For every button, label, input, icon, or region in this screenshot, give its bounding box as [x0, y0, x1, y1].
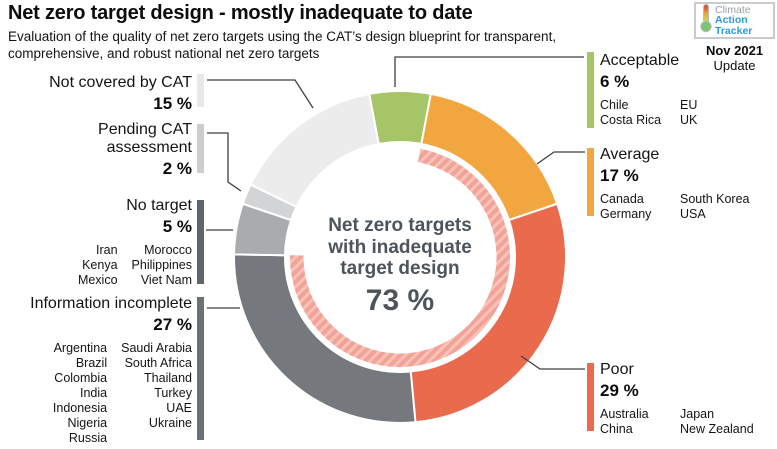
donut-center-label: Net zero targets with inadequate target …: [328, 215, 472, 279]
callout-average: Average 17 % Canada Germany South Korea …: [587, 146, 750, 222]
country-list: Chile Costa Rica EU UK: [600, 98, 697, 128]
callout-bar-average: [587, 148, 594, 216]
category-label: No target: [126, 197, 192, 214]
category-label: Information incomplete: [30, 295, 192, 312]
country-column: Japan New Zealand: [680, 407, 754, 436]
country-column: South Korea USA: [680, 192, 750, 221]
callout-bar-pending: [197, 124, 204, 173]
donut-center-value: 73 %: [365, 284, 435, 317]
donut-chart: [233, 90, 567, 424]
category-percent: 27 %: [153, 315, 192, 334]
category-percent: 17 %: [600, 166, 639, 185]
callout-not-covered-by-cat: Not covered by CAT 15 %: [49, 74, 204, 114]
segment-not-covered-by-cat: [249, 92, 380, 209]
callout-bar-information-incomplete: [197, 297, 204, 440]
segment-information-incomplete: [233, 253, 417, 424]
callout-pending-cat-assessment: Pending CAT assessment 2 %: [98, 121, 204, 179]
category-label: Acceptable: [600, 52, 680, 69]
release-update-label: Update: [713, 58, 756, 73]
country-list: Argentina Brazil Colombia India Indonesi…: [30, 341, 192, 446]
country-column: Argentina Brazil Colombia India Indonesi…: [52, 341, 108, 445]
page-title: Net zero target design - mostly inadequa…: [8, 2, 473, 24]
logo-word-tracker: Tracker: [715, 24, 753, 37]
callout-bar-no-target: [197, 200, 204, 284]
category-label: Pending CAT assessment: [98, 121, 192, 156]
category-label: Not covered by CAT: [49, 74, 192, 91]
category-percent: 6 %: [600, 72, 630, 91]
cat-logo-text: Climate Action Tracker: [715, 5, 752, 37]
callout-acceptable: Acceptable 6 % Chile Costa Rica EU UK: [587, 52, 697, 128]
logo-word-climate: Climate: [715, 3, 751, 16]
callout-no-target: No target 5 % Iran Kenya Mexico Morocco …: [78, 197, 204, 288]
thermometer-icon: [700, 3, 712, 38]
country-column: Morocco Philippines Viet Nam: [131, 243, 192, 287]
segment-acceptable: [368, 90, 432, 146]
release-date: Nov 2021: [705, 43, 764, 58]
category-percent: 29 %: [600, 381, 639, 400]
country-list: Iran Kenya Mexico Morocco Philippines Vi…: [78, 243, 192, 288]
country-column: Chile Costa Rica: [600, 98, 662, 127]
category-label: Average: [600, 146, 660, 163]
category-percent: 15 %: [153, 94, 192, 113]
callout-poor: Poor 29 % Australia China Japan New Zeal…: [587, 361, 754, 437]
category-label: Poor: [600, 361, 634, 378]
callout-bar-not-covered: [197, 74, 204, 107]
logo-word-action: Action: [715, 14, 748, 27]
country-column: EU UK: [680, 98, 698, 127]
cat-logo: Climate Action Tracker: [694, 2, 775, 39]
country-list: Australia China Japan New Zealand: [600, 407, 754, 437]
callout-information-incomplete: Information incomplete 27 % Argentina Br…: [30, 295, 204, 446]
country-column: Canada Germany: [600, 192, 652, 221]
country-column: Iran Kenya Mexico: [77, 243, 118, 287]
category-percent: 5 %: [162, 217, 192, 236]
page-subtitle: Evaluation of the quality of net zero ta…: [8, 29, 557, 61]
country-list: Canada Germany South Korea USA: [600, 192, 750, 222]
category-percent: 2 %: [162, 159, 192, 178]
callout-bar-poor: [587, 363, 594, 431]
country-column: Saudi Arabia South Africa Thailand Turke…: [121, 341, 192, 430]
callout-bar-acceptable: [587, 52, 594, 128]
country-column: Australia China: [600, 407, 649, 436]
